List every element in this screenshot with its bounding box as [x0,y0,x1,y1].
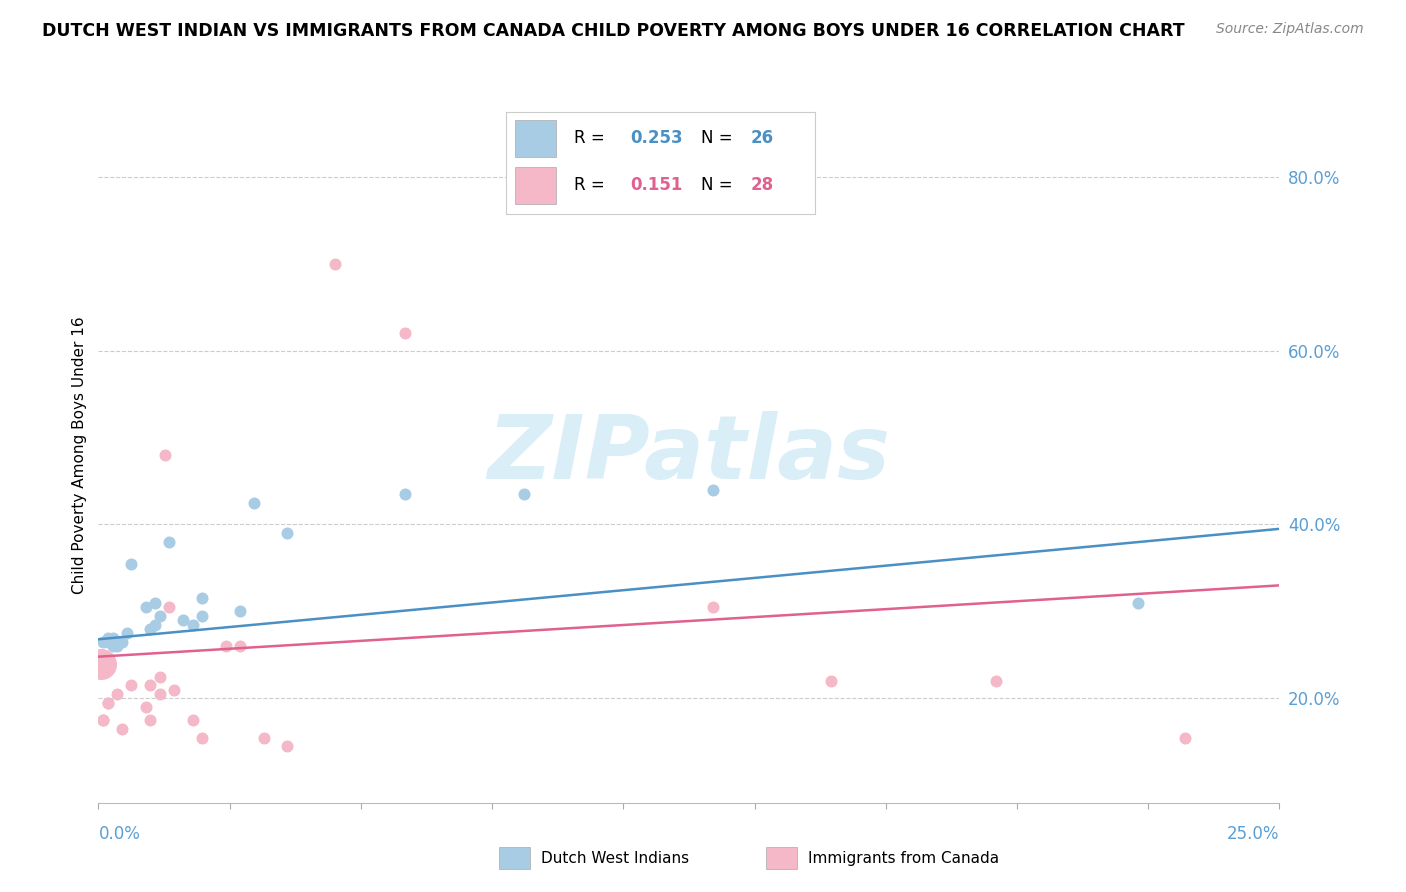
Point [149,670,172,684]
Point [135,600,157,615]
Point [115,626,138,640]
Point [135,700,157,714]
Point [702,483,724,497]
Point [702,600,724,615]
Text: Source: ZipAtlas.com: Source: ZipAtlas.com [1216,22,1364,37]
Point [323,257,346,271]
Point [91,713,114,727]
Text: N =: N = [702,129,738,147]
Point [143,596,166,610]
Point [1174,731,1197,745]
Point [149,687,172,701]
Point [1126,596,1149,610]
Text: ZIPatlas: ZIPatlas [488,411,890,499]
Point [163,682,186,697]
Point [105,687,128,701]
Text: 0.151: 0.151 [630,177,682,194]
Point [157,600,180,615]
Text: R =: R = [574,129,610,147]
Point [139,713,162,727]
Point [172,613,194,627]
Point [191,608,214,623]
Point [253,731,276,745]
Point [276,739,298,754]
Text: 25.0%: 25.0% [1227,825,1279,843]
Point [820,674,842,689]
Point [97,635,120,649]
Point [149,608,172,623]
Point [229,639,252,653]
Point [91,713,114,727]
Point [215,639,238,653]
Point [243,496,266,510]
Text: R =: R = [574,177,616,194]
Point [90,657,112,671]
Point [101,631,124,645]
Point [101,639,124,653]
Point [276,526,298,541]
Point [394,487,416,501]
Point [97,696,120,710]
Point [153,448,176,462]
Point [91,652,114,666]
Bar [516,167,555,204]
Point [121,678,143,692]
Text: N =: N = [702,177,738,194]
Point [181,617,204,632]
Point [512,487,534,501]
Point [97,631,120,645]
Point [143,617,166,632]
Point [191,591,214,606]
Text: 0.253: 0.253 [630,129,682,147]
Point [91,635,114,649]
Text: 0.0%: 0.0% [98,825,141,843]
Point [105,639,128,653]
Point [111,635,134,649]
Text: Dutch West Indians: Dutch West Indians [541,851,689,865]
Point [121,557,143,571]
Point [984,674,1007,689]
Text: 28: 28 [751,177,773,194]
Point [139,678,162,692]
Point [229,605,252,619]
Point [181,713,204,727]
Point [157,534,180,549]
Text: DUTCH WEST INDIAN VS IMMIGRANTS FROM CANADA CHILD POVERTY AMONG BOYS UNDER 16 CO: DUTCH WEST INDIAN VS IMMIGRANTS FROM CAN… [42,22,1185,40]
Point [394,326,416,340]
Point [111,722,134,736]
Bar [516,120,555,157]
Text: Immigrants from Canada: Immigrants from Canada [808,851,1000,865]
Point [97,696,120,710]
Point [139,622,162,636]
Y-axis label: Child Poverty Among Boys Under 16: Child Poverty Among Boys Under 16 [72,316,87,594]
Point [191,731,214,745]
Text: 26: 26 [751,129,773,147]
